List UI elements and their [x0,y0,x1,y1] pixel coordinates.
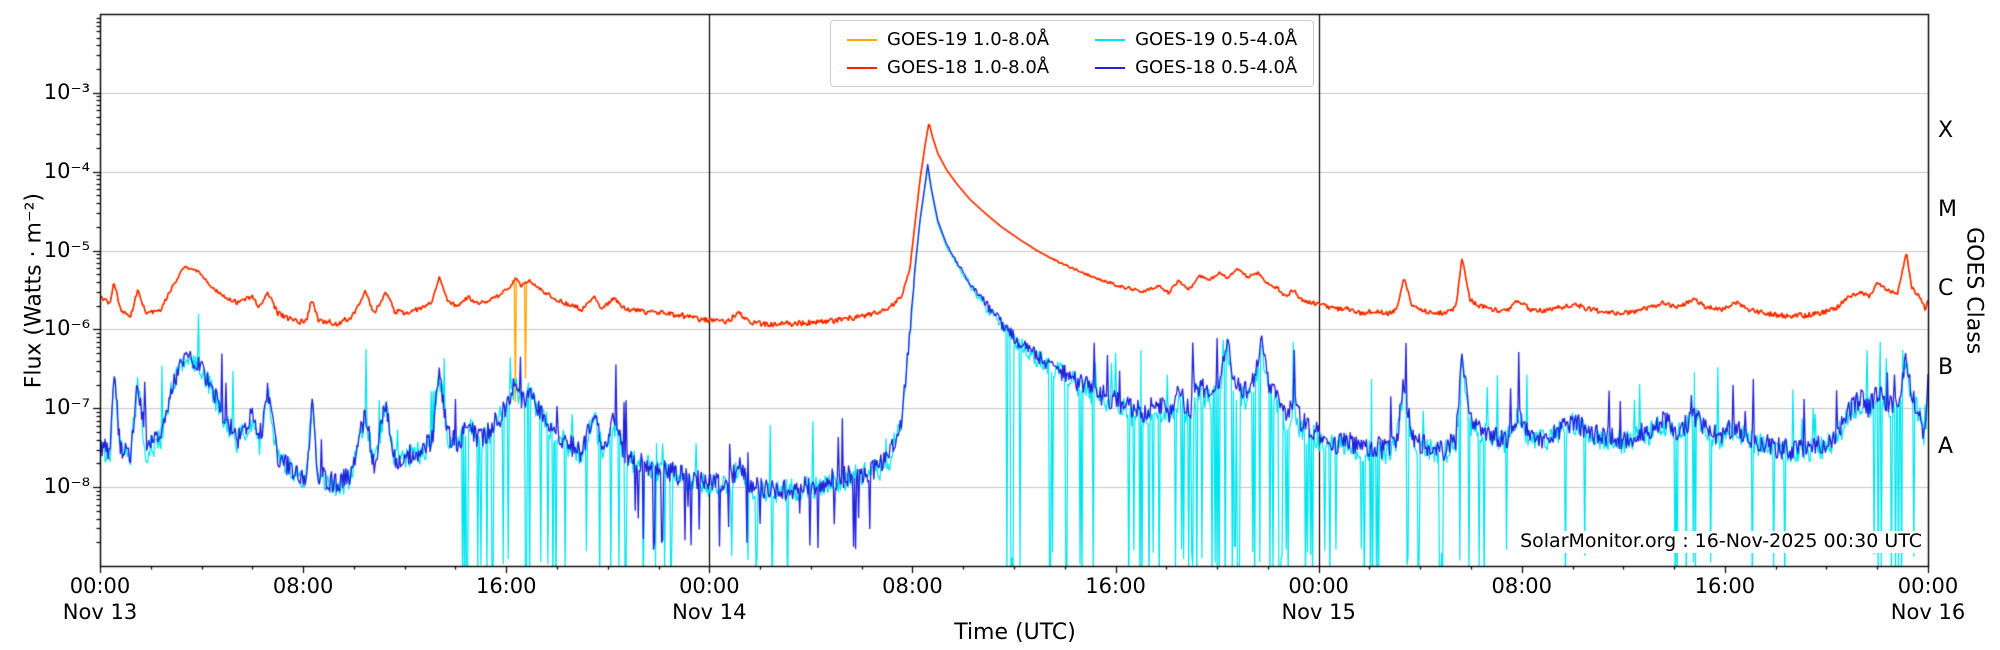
goes-class-label: X [1938,118,1954,144]
y-tick-label: 10⁻⁴ [43,158,90,183]
x-tick-label: 16:00 [475,574,537,598]
legend-label: GOES-19 1.0-8.0Å [887,29,1050,50]
x-tick-label: 16:00 [1694,574,1756,598]
x-day-label: Nov 15 [1281,600,1356,624]
x-day-label: Nov 16 [1890,600,1966,624]
y-tick-label: 10⁻⁵ [43,237,90,262]
legend-item: GOES-18 1.0-8.0Å [847,57,1049,78]
x-day-label: Nov 13 [62,600,138,624]
legend-line-sample [1095,66,1126,69]
x-day-label: Nov 14 [672,600,747,624]
x-tick-label: 08:00 [882,574,943,598]
y-tick-label: 10⁻⁸ [43,474,90,499]
y-tick-label: 10⁻⁷ [43,395,90,420]
watermark-annotation: SolarMonitor.org : 16-Nov-2025 00:30 UTC [1516,530,1926,553]
legend-line-sample [847,38,877,41]
legend-line-sample [1095,38,1126,41]
x-tick-label: 00:00 [1288,574,1349,598]
x-tick-label: 08:00 [272,574,334,598]
x-axis-title: Time (UTC) [954,620,1076,645]
x-tick-label: 08:00 [1491,574,1553,598]
x-tick-label: 00:00 [679,574,740,598]
x-tick-label: 16:00 [1085,574,1146,598]
legend-label: GOES-19 0.5-4.0Å [1135,29,1298,50]
y-tick-label: 10⁻⁶ [43,316,90,341]
legend-label: GOES-18 0.5-4.0Å [1135,57,1298,78]
y-tick-label: 10⁻³ [43,79,90,104]
x-tick-label: 00:00 [69,574,131,598]
right-axis-title: GOES Class [1961,227,1987,355]
legend-item: GOES-18 0.5-4.0Å [1095,57,1297,78]
legend-item: GOES-19 0.5-4.0Å [1095,29,1297,50]
goes-class-label: A [1938,433,1954,459]
legend-line-sample [847,66,877,69]
legend-label: GOES-18 1.0-8.0Å [887,57,1050,78]
legend-item: GOES-19 1.0-8.0Å [847,29,1049,50]
goes-class-label: C [1938,276,1954,301]
goes-class-label: M [1938,197,1957,223]
legend: GOES-19 1.0-8.0Å GOES-18 1.0-8.0Å GOES-19 … [830,20,1315,87]
goes-class-label: B [1938,354,1954,380]
x-tick-label: 00:00 [1897,574,1959,598]
y-axis-title: Flux (Watts · m⁻²) [21,193,47,389]
